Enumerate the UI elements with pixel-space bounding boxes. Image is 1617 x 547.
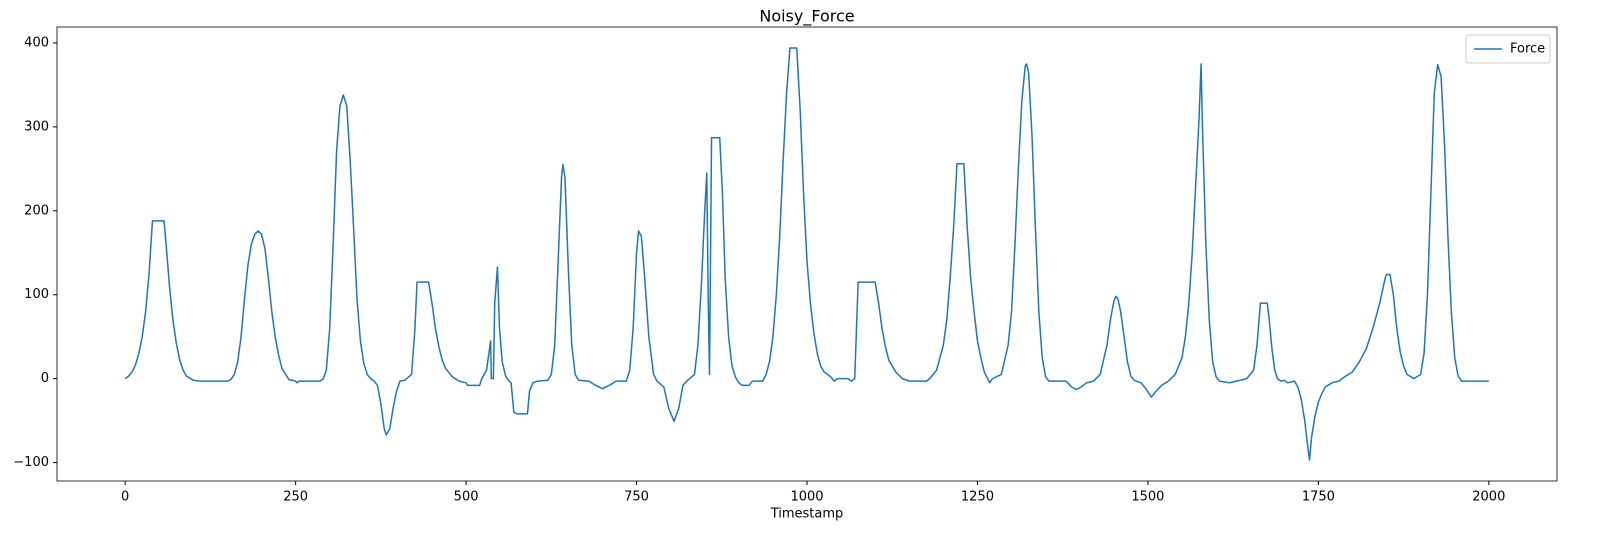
x-tick-label: 2000: [1472, 490, 1505, 505]
y-tick-label: −100: [13, 455, 49, 470]
x-tick-label: 1750: [1302, 490, 1335, 505]
legend-label: Force: [1510, 42, 1545, 57]
chart-title: Noisy_Force: [759, 7, 854, 27]
x-tick-label: 750: [624, 490, 649, 505]
data-line: [124, 47, 1489, 461]
y-tick-label: 100: [24, 287, 49, 302]
x-tick-label: 1000: [790, 490, 823, 505]
plot-frame: [56, 26, 1558, 482]
legend-box: [1465, 34, 1551, 64]
y-tick-label: 400: [24, 35, 49, 50]
x-tick-label: 0: [121, 490, 129, 505]
y-tick-label: 0: [41, 371, 49, 386]
x-tick-label: 500: [454, 490, 479, 505]
x-tick-label: 1500: [1131, 490, 1164, 505]
y-tick-label: 300: [24, 119, 49, 134]
x-tick-label: 250: [283, 490, 308, 505]
x-tick-label: 1250: [961, 490, 994, 505]
x-axis-label: Timestamp: [770, 507, 844, 522]
y-tick-label: 200: [24, 203, 49, 218]
